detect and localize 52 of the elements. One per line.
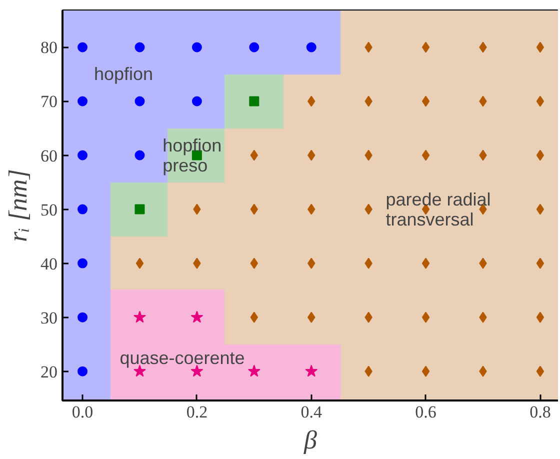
point [192, 42, 202, 52]
point [78, 42, 88, 52]
annotation: hopfion [94, 64, 154, 84]
point [306, 42, 316, 52]
point [305, 364, 318, 377]
point [422, 366, 430, 377]
point [78, 96, 88, 106]
y-axis-title: rᵢ [nm] [4, 169, 32, 242]
point [422, 42, 430, 53]
x-tick-label: 0.6 [415, 402, 436, 422]
y-tick-label: 50 [40, 200, 58, 220]
point [134, 204, 145, 214]
point [422, 150, 430, 161]
point [192, 96, 202, 106]
point [136, 258, 144, 269]
point [249, 96, 260, 106]
point [78, 204, 88, 214]
point [134, 42, 145, 52]
point [422, 96, 430, 107]
point [249, 42, 260, 52]
point [422, 312, 430, 323]
x-tick-label: 0.0 [72, 402, 94, 422]
x-tick-label: 0.4 [300, 402, 322, 422]
point [536, 96, 544, 107]
y-tick-label: 80 [40, 38, 58, 58]
point [78, 366, 88, 376]
point [78, 150, 88, 160]
point [78, 258, 88, 268]
y-tick-label: 60 [40, 146, 58, 166]
point [536, 150, 544, 161]
point [134, 310, 146, 323]
y-tick-label: 30 [40, 308, 58, 328]
point [536, 312, 544, 323]
point [134, 150, 145, 160]
x-tick-label: 0.2 [186, 402, 208, 422]
point [422, 258, 430, 269]
point [134, 96, 145, 106]
y-tick-label: 70 [40, 92, 58, 112]
point [536, 204, 544, 215]
point [248, 364, 260, 377]
annotation: quase-coerente [120, 348, 245, 368]
point [78, 312, 88, 322]
point [536, 366, 544, 377]
y-tick-label: 40 [40, 254, 58, 274]
annotation: parede radial transversal [386, 189, 491, 230]
point [536, 258, 544, 269]
x-tick-label: 0.8 [530, 402, 551, 422]
annotation: hopfion preso [162, 135, 222, 176]
y-tick-label: 20 [40, 362, 58, 382]
x-axis-title: β [303, 426, 318, 454]
point [536, 42, 544, 53]
point [190, 310, 204, 323]
